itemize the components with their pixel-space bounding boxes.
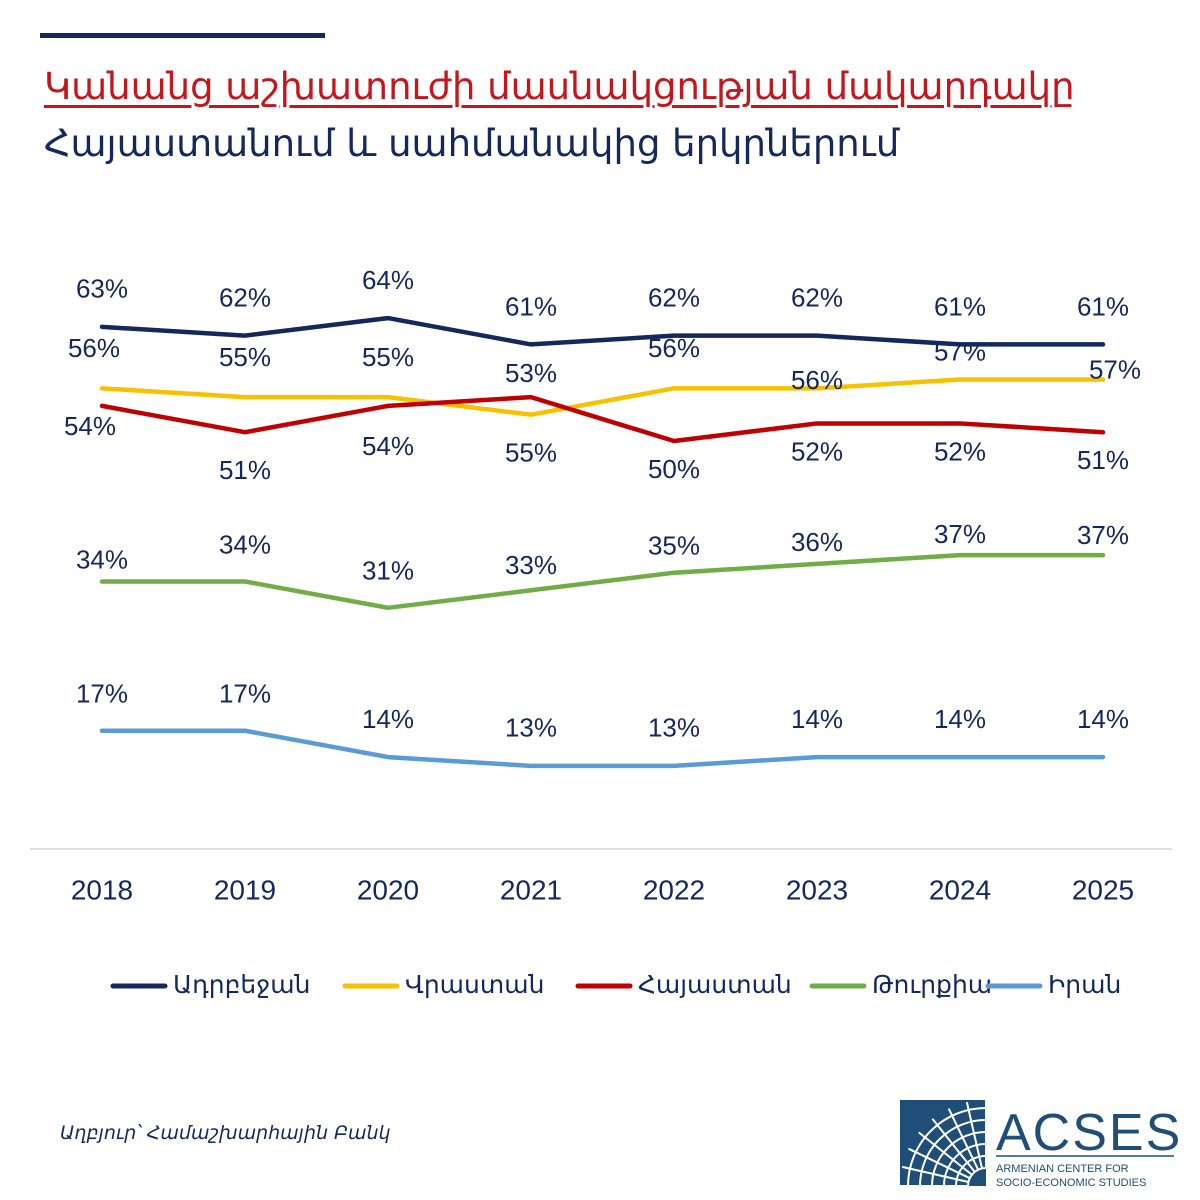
logo-subtitle-1: ARMENIAN CENTER FOR: [996, 1163, 1129, 1175]
data-label: 57%: [1089, 354, 1141, 384]
chart-title: Կանանց աշխատուժի մասնակցության մակարդակը…: [44, 58, 1144, 172]
legend-item: Թուրքիա: [809, 970, 992, 999]
data-label: 57%: [934, 336, 986, 366]
data-label: 14%: [791, 704, 843, 734]
legend-item: Ադրբեջան: [110, 970, 310, 999]
data-label: 62%: [791, 283, 843, 313]
data-label: 55%: [362, 342, 414, 372]
data-label: 37%: [1077, 520, 1129, 550]
data-label: 14%: [934, 704, 986, 734]
data-label: 63%: [76, 274, 128, 304]
data-label: 61%: [1077, 291, 1129, 321]
colosseum-mosaic-icon: [900, 1100, 987, 1187]
series-line-3: [99, 394, 1106, 444]
data-label: 56%: [68, 333, 120, 363]
series-line-1: [99, 315, 1106, 347]
legend-label: Հայաստան: [638, 970, 792, 999]
acses-logo: ACSES ARMENIAN CENTER FOR SOCIO-ECONOMIC…: [900, 1100, 1178, 1189]
x-tick-label: 2018: [71, 874, 133, 905]
data-label: 17%: [219, 679, 271, 709]
chart-title-rest: Հայաստանում և սահմանակից երկրներում: [44, 122, 900, 165]
data-label: 56%: [791, 365, 843, 395]
logo-subtitle-2: SOCIO-ECONOMIC STUDIES: [996, 1177, 1146, 1189]
data-label: 31%: [362, 556, 414, 586]
data-label: 54%: [362, 431, 414, 461]
data-label: 51%: [1077, 445, 1129, 475]
data-label: 51%: [219, 455, 271, 485]
series-line-5: [99, 728, 1106, 769]
data-label: 61%: [505, 291, 557, 321]
series-line-4: [99, 552, 1106, 611]
data-label: 34%: [219, 529, 271, 559]
data-label: 52%: [934, 436, 986, 466]
source-note: Աղբյուր՝ Համաշխարհային Բանկ: [60, 1122, 391, 1144]
legend-label: Թուրքիա: [872, 970, 992, 999]
data-label: 33%: [505, 550, 557, 580]
legend-label: Վրաստան: [405, 970, 544, 999]
legend-item: Իրան: [985, 970, 1121, 999]
legend-item: Հայաստան: [575, 970, 792, 999]
data-label: 14%: [362, 704, 414, 734]
x-tick-label: 2021: [500, 874, 562, 905]
legend: Ադրբեջան Վրաստան Հայաստան Թուրքիա Իրան: [110, 970, 1121, 999]
data-label: 62%: [219, 283, 271, 313]
data-label: 50%: [648, 454, 700, 484]
x-tick-label: 2024: [929, 874, 991, 905]
data-label: 14%: [1077, 704, 1129, 734]
legend-label: Ադրբեջան: [173, 970, 310, 999]
data-label: 62%: [648, 283, 700, 313]
data-label: 34%: [76, 544, 128, 574]
top-accent-rule: [40, 33, 325, 38]
legend-label: Իրան: [1048, 970, 1121, 999]
data-label: 64%: [362, 265, 414, 295]
data-label: 37%: [934, 519, 986, 549]
series-line-2: [99, 377, 1106, 417]
x-tick-label: 2019: [214, 874, 276, 905]
logo-wordmark: ACSES: [996, 1104, 1178, 1162]
x-axis-ticks: 2018 2019 2020 2021 2022 2023 2024 2025: [71, 874, 1134, 905]
data-label: 61%: [934, 291, 986, 321]
data-label: 55%: [219, 342, 271, 372]
x-tick-label: 2023: [786, 874, 848, 905]
x-tick-label: 2020: [357, 874, 419, 905]
x-tick-label: 2022: [643, 874, 705, 905]
data-label: 35%: [648, 531, 700, 561]
data-label: 53%: [505, 358, 557, 388]
data-labels: 63% 62% 64% 61% 62% 62% 61% 61% 56% 55% 55% 55% 56% 5…: [64, 265, 1141, 743]
data-label: 54%: [64, 411, 116, 441]
series-lines: [99, 315, 1106, 769]
data-label: 17%: [76, 679, 128, 709]
data-label: 56%: [648, 333, 700, 363]
data-label: 52%: [791, 436, 843, 466]
data-label: 13%: [505, 713, 557, 743]
data-label: 36%: [791, 527, 843, 557]
chart-title-highlight: Կանանց աշխատուժի մասնակցության մակարդակը: [44, 65, 1075, 108]
data-label: 13%: [648, 713, 700, 743]
data-label: 55%: [505, 438, 557, 468]
legend-item: Վրաստան: [342, 970, 544, 999]
x-tick-label: 2025: [1072, 874, 1134, 905]
